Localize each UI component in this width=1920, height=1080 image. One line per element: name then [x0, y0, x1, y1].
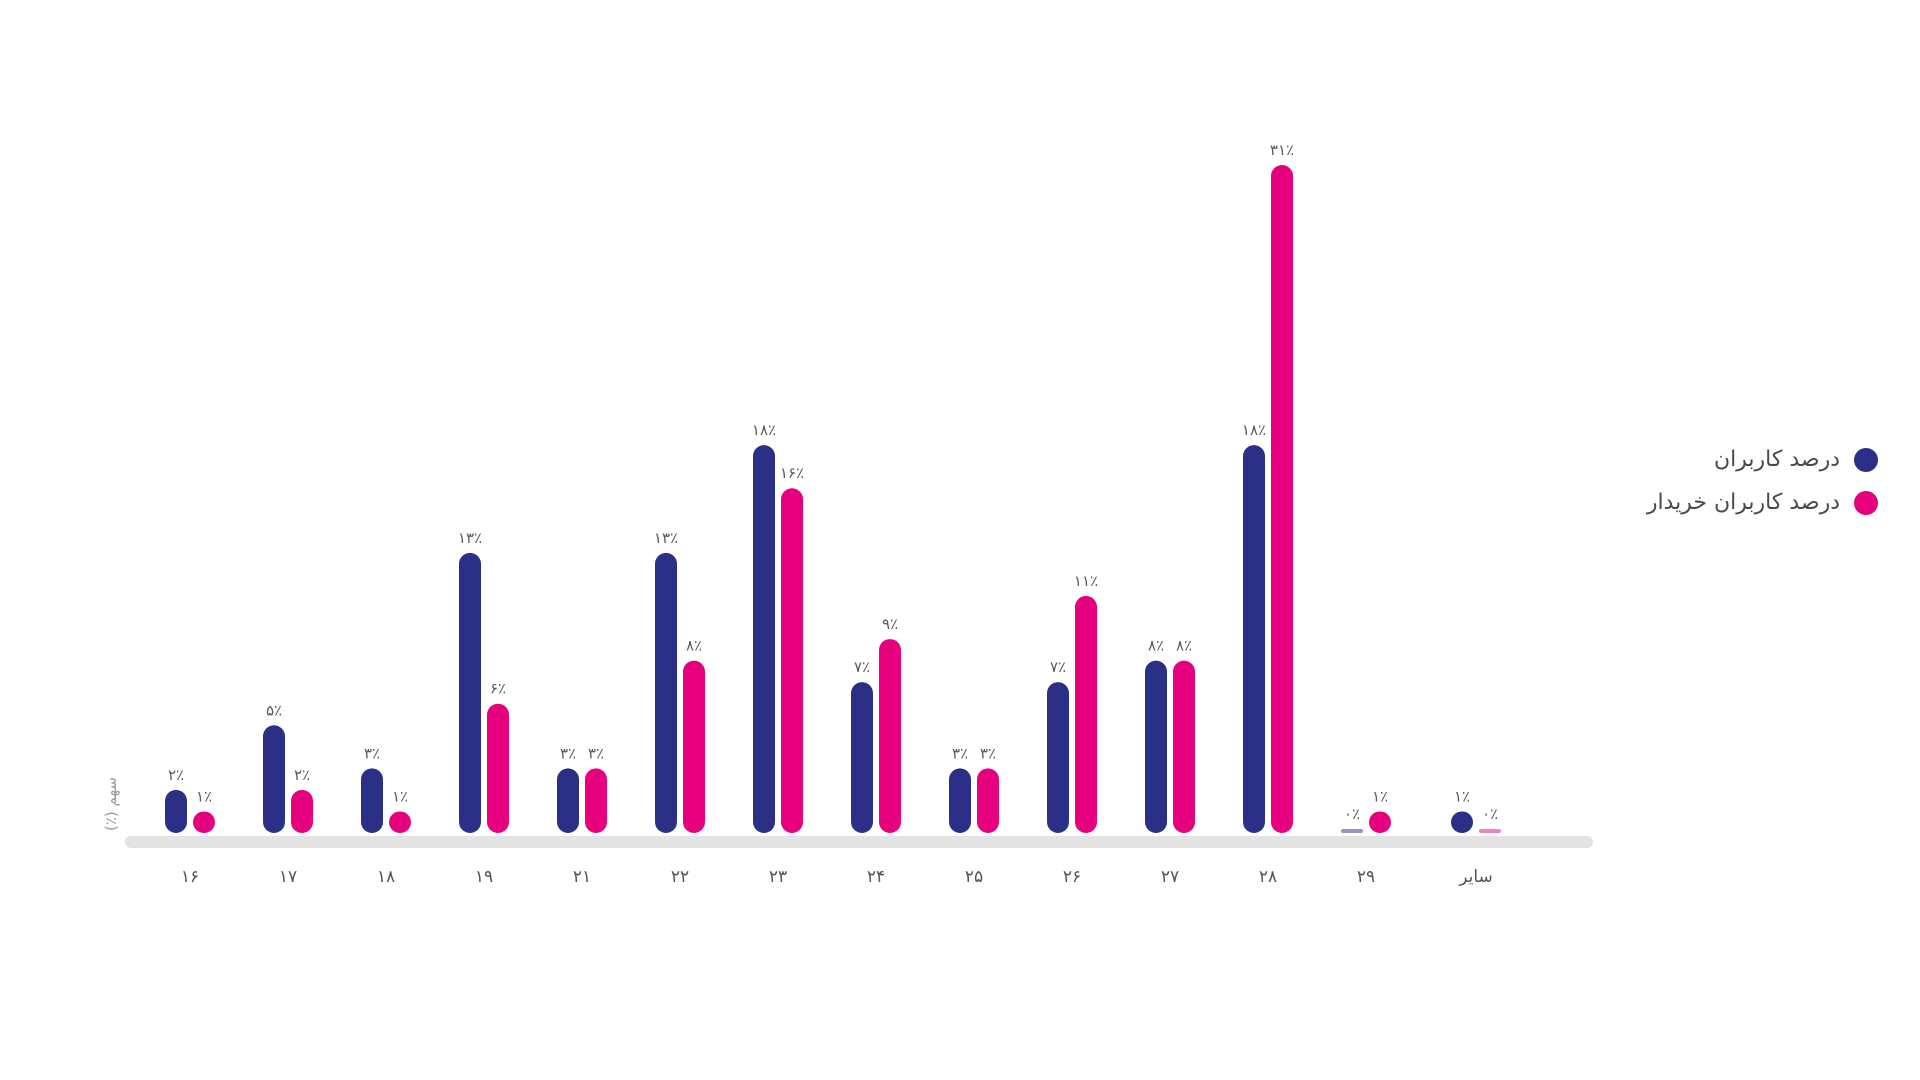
legend-label-users: درصد کاربران	[1714, 447, 1840, 472]
bar-buyers-12	[1369, 811, 1391, 833]
bar-users-4	[557, 768, 579, 833]
bar-buyers-10	[1173, 660, 1195, 833]
value-label-buyers-0: ۱٪	[196, 787, 212, 805]
bar-buyers-3	[487, 703, 509, 833]
value-label-buyers-1: ۲٪	[294, 766, 310, 784]
value-label-users-3: ۱۳٪	[458, 529, 482, 547]
x-tick-label-13: سایر	[1458, 867, 1493, 887]
bar-buyers-0	[193, 811, 215, 833]
value-label-buyers-10: ۸٪	[1176, 637, 1192, 655]
value-label-buyers-8: ۳٪	[980, 744, 996, 762]
x-tick-label-8: ۲۵	[965, 867, 983, 887]
x-tick-label-12: ۲۹	[1357, 867, 1375, 887]
bar-users-7	[851, 682, 873, 833]
legend: درصد کاربران درصد کاربران خریدار	[1647, 447, 1878, 533]
value-label-users-0: ۲٪	[168, 766, 184, 784]
x-tick-label-9: ۲۶	[1063, 867, 1081, 887]
value-label-users-4: ۳٪	[560, 744, 576, 762]
x-tick-label-6: ۲۳	[769, 867, 787, 887]
bar-buyers-13	[1479, 829, 1501, 833]
bar-users-11	[1243, 445, 1265, 833]
legend-item-users: درصد کاربران	[1647, 447, 1878, 472]
bar-buyers-9	[1075, 595, 1097, 833]
legend-swatch-buyers	[1854, 490, 1878, 515]
bar-users-5	[655, 552, 677, 833]
x-tick-label-10: ۲۷	[1161, 867, 1179, 887]
x-axis-baseline	[125, 836, 1593, 848]
x-tick-label-7: ۲۴	[867, 867, 885, 887]
value-label-buyers-9: ۱۱٪	[1074, 572, 1098, 590]
value-label-buyers-2: ۱٪	[392, 787, 408, 805]
value-label-users-2: ۳٪	[364, 744, 380, 762]
y-axis-label: سهم (٪)	[102, 777, 120, 831]
legend-label-buyers: درصد کاربران خریدار	[1646, 490, 1840, 515]
value-label-buyers-3: ۶٪	[490, 680, 506, 698]
bar-users-6	[753, 445, 775, 833]
bar-users-13	[1451, 811, 1473, 833]
value-label-buyers-6: ۱۶٪	[780, 464, 804, 482]
x-tick-label-3: ۱۹	[475, 867, 493, 887]
bar-users-9	[1047, 682, 1069, 833]
value-label-users-5: ۱۳٪	[654, 529, 678, 547]
bar-buyers-1	[291, 789, 313, 833]
bar-buyers-6	[781, 488, 803, 833]
bars-layer	[165, 165, 1501, 833]
value-label-users-13: ۱٪	[1454, 787, 1470, 805]
value-label-users-1: ۵٪	[266, 701, 282, 719]
bar-users-3	[459, 552, 481, 833]
legend-item-buyers: درصد کاربران خریدار	[1647, 490, 1878, 515]
x-tick-labels: ۱۶ ۱۷ ۱۸ ۱۹ ۲۱ ۲۲ ۲۳ ۲۴ ۲۵ ۲۶ ۲۷ ۲۸ ۲۹ سایر	[181, 867, 1493, 887]
bar-users-12	[1341, 829, 1363, 833]
value-label-users-12: ۰٪	[1344, 805, 1360, 823]
bar-buyers-4	[585, 768, 607, 833]
bar-users-1	[263, 725, 285, 833]
x-tick-label-2: ۱۸	[377, 867, 395, 887]
value-labels-layer: ۲٪ ۱٪ ۵٪ ۲٪ ۳٪ ۱٪ ۱۳٪ ۶٪ ۳٪ ۳٪ ۱۳٪ ۸٪ ۱۸٪ ۱۶٪ ۷٪ ۹٪ ۳٪ ۳٪…	[168, 141, 1498, 823]
value-label-buyers-12: ۱٪	[1372, 787, 1388, 805]
value-label-users-8: ۳٪	[952, 744, 968, 762]
bar-buyers-11	[1271, 165, 1293, 833]
value-label-buyers-11: ۳۱٪	[1270, 141, 1294, 159]
legend-swatch-users	[1854, 447, 1878, 472]
value-label-users-6: ۱۸٪	[752, 421, 776, 439]
bar-users-8	[949, 768, 971, 833]
value-label-buyers-13: ۰٪	[1482, 805, 1498, 823]
bar-buyers-8	[977, 768, 999, 833]
value-label-buyers-4: ۳٪	[588, 744, 604, 762]
value-label-users-9: ۷٪	[1050, 658, 1066, 676]
x-tick-label-5: ۲۲	[671, 867, 689, 887]
value-label-buyers-5: ۸٪	[686, 637, 702, 655]
value-label-users-10: ۸٪	[1148, 637, 1164, 655]
bar-users-10	[1145, 660, 1167, 833]
bar-buyers-5	[683, 660, 705, 833]
value-label-users-11: ۱۸٪	[1242, 421, 1266, 439]
x-tick-label-0: ۱۶	[181, 867, 199, 887]
bar-users-0	[165, 789, 187, 833]
x-tick-label-1: ۱۷	[279, 867, 297, 887]
x-tick-label-11: ۲۸	[1259, 867, 1277, 887]
x-tick-label-4: ۲۱	[573, 867, 591, 887]
value-label-users-7: ۷٪	[854, 658, 870, 676]
value-label-buyers-7: ۹٪	[882, 615, 898, 633]
bar-users-2	[361, 768, 383, 833]
bar-buyers-2	[389, 811, 411, 833]
bar-buyers-7	[879, 639, 901, 833]
